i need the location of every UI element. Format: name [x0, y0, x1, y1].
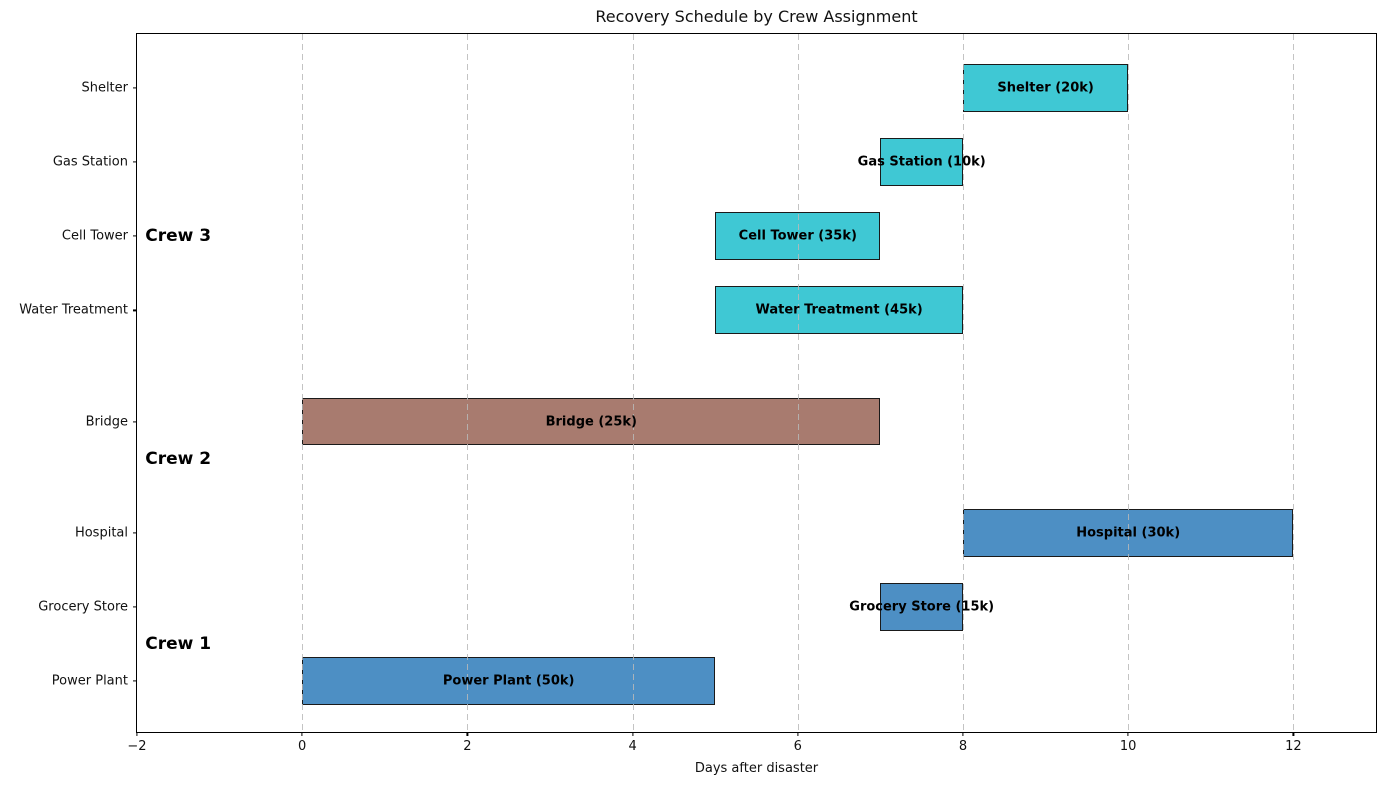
x-tick-label: 12	[1285, 739, 1302, 754]
bar-label-gas-station: Gas Station (10k)	[857, 154, 986, 170]
plot-area: −2 0 2 4 6 8 10 12 Shelter (20k) Shelter Gas Stati…	[19, 33, 1377, 754]
x-tick-label: 0	[298, 739, 307, 754]
x-tick-mark	[301, 732, 303, 736]
x-axis-label: Days after disaster	[694, 761, 819, 776]
y-tick-label-water-treatment: Water Treatment	[19, 302, 128, 318]
y-tick-label-hospital: Hospital	[74, 525, 128, 541]
bar-bridge	[302, 397, 881, 446]
y-tick-label-shelter: Shelter	[81, 80, 128, 96]
y-tick-mark	[133, 420, 137, 423]
y-tick-label-gas-station: Gas Station	[52, 154, 128, 170]
y-tick-mark	[133, 680, 137, 682]
bar-water-treatment	[715, 286, 963, 335]
y-tick-label-power-plant: Power Plant	[51, 673, 128, 689]
bar-power-plant	[302, 656, 716, 705]
x-tick-mark	[797, 732, 799, 736]
y-tick-mark	[133, 309, 137, 311]
y-tick-mark	[133, 87, 137, 89]
annotation-crew-2: Crew 2	[145, 448, 212, 469]
annotation-crew-3: Crew 3	[145, 226, 212, 247]
y-tick-mark	[133, 235, 137, 237]
bar-shelter	[963, 64, 1129, 112]
x-tick-mark	[1292, 732, 1294, 736]
gridline-x-0	[302, 34, 304, 732]
x-tick-mark	[632, 732, 634, 736]
bar-grocery-store	[880, 582, 963, 631]
gridline-x-4	[632, 34, 634, 732]
bar-label-bridge: Bridge (25k)	[545, 414, 637, 430]
gridline-x-8	[963, 34, 964, 732]
bar-cell-tower	[715, 212, 881, 261]
bar-label-cell-tower: Cell Tower (35k)	[738, 228, 857, 244]
bar-label-water-treatment: Water Treatment (45k)	[755, 302, 923, 318]
x-tick-label: 6	[793, 739, 802, 754]
chart-title: Recovery Schedule by Crew Assignment	[595, 7, 918, 26]
y-tick-mark	[133, 161, 137, 163]
y-tick-mark	[133, 606, 137, 608]
gridline-x-6	[797, 34, 799, 732]
x-tick-mark	[962, 732, 964, 736]
bar-label-grocery-store: Grocery Store (15k)	[849, 599, 995, 615]
y-tick-label-cell-tower: Cell Tower	[61, 228, 128, 244]
x-tick-label: 4	[628, 739, 637, 754]
x-tick-mark	[1127, 732, 1129, 736]
x-tick-label: 10	[1119, 739, 1137, 754]
annotation-crew-1: Crew 1	[145, 633, 212, 654]
gridline-x-2	[467, 34, 469, 732]
x-tick-label: −2	[127, 739, 147, 754]
x-tick-mark	[136, 732, 138, 736]
x-tick-label: 2	[463, 739, 472, 754]
bar-gas-station	[880, 138, 963, 187]
y-tick-label-bridge: Bridge	[85, 414, 128, 430]
bar-label-power-plant: Power Plant (50k)	[442, 673, 575, 689]
gridline-x-12	[1293, 34, 1295, 732]
y-tick-label-grocery-store: Grocery Store	[38, 599, 128, 615]
x-tick-mark	[466, 732, 468, 736]
y-tick-mark	[133, 532, 137, 534]
gridline-x-10	[1128, 34, 1130, 732]
bar-label-hospital: Hospital (30k)	[1076, 525, 1181, 541]
x-tick-label: 8	[958, 739, 968, 754]
bar-label-shelter: Shelter (20k)	[997, 80, 1094, 96]
